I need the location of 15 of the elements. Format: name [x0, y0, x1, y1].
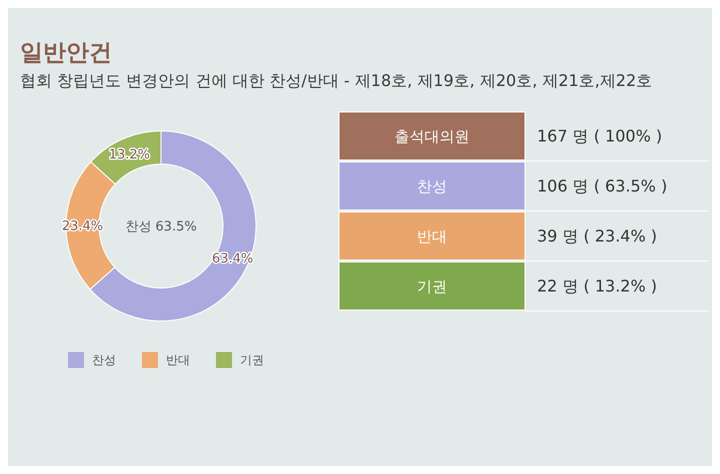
category-label: 기권: [417, 277, 447, 296]
legend-label: 기권: [240, 353, 264, 368]
text: 106 명 ( 63.5% ): [537, 176, 668, 196]
category-label: 반대: [417, 227, 447, 246]
text: 찬성 63.5%: [125, 220, 197, 235]
text: 22 명 ( 13.2% ): [537, 276, 658, 296]
text: 39 명 ( 23.4% ): [537, 226, 658, 246]
text: 167 명 ( 100% ): [537, 126, 662, 146]
text: 협회 창립년도 변경안의 건에 대한 찬성/반대 - 제18호, 제19호, 제20호, 제21호,제22호: [20, 71, 652, 90]
chart-title: 일반안건: [20, 40, 112, 66]
legend-label: 찬성: [92, 353, 116, 368]
category-label: 출석대의원: [394, 127, 470, 146]
data-label: 13.2%: [108, 148, 150, 163]
legend-label: 반대: [166, 353, 190, 368]
category-label: 찬성: [417, 177, 447, 196]
